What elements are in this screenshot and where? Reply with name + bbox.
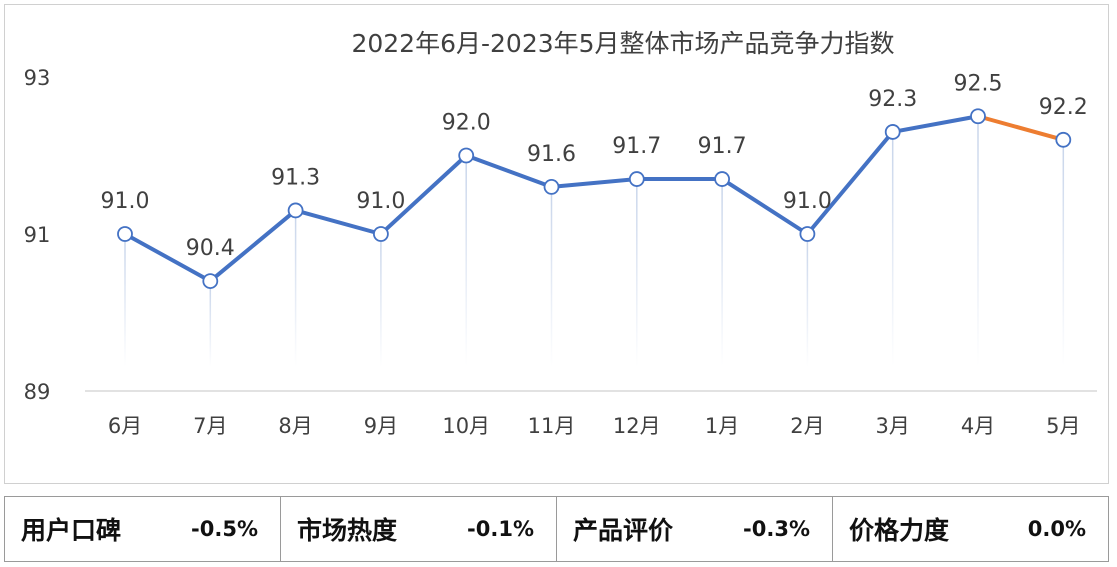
- series-segment: [293, 208, 383, 236]
- data-label: 91.6: [527, 142, 576, 167]
- summary-cell-product-review: 产品评价 -0.3%: [557, 497, 833, 561]
- data-point: [458, 147, 475, 164]
- data-label: 91.3: [271, 165, 320, 190]
- drop-line: [806, 234, 809, 367]
- data-label: 92.0: [442, 111, 491, 136]
- data-label: 92.5: [954, 71, 1003, 96]
- chart-frame: 2022年6月-2023年5月整体市场产品竞争力指数 89 91 93 91.0 90…: [4, 4, 1109, 484]
- series-segment-highlight: [976, 114, 1066, 142]
- data-label: 92.3: [868, 87, 917, 112]
- summary-cell-user-reputation: 用户口碑 -0.5%: [5, 497, 281, 561]
- metric-value: -0.1%: [467, 517, 534, 541]
- data-point: [1055, 131, 1072, 148]
- data-label: 91.0: [356, 189, 405, 214]
- x-tick-label: 12月: [613, 414, 661, 438]
- data-label: 91.0: [783, 189, 832, 214]
- drop-line: [550, 186, 553, 367]
- x-tick-label: 9月: [364, 414, 398, 438]
- drop-line: [294, 210, 297, 367]
- drop-line: [209, 281, 212, 367]
- drop-line: [1062, 139, 1065, 367]
- drop-line: [465, 155, 467, 367]
- x-tick-label: 5月: [1046, 414, 1080, 438]
- y-tick-label: 91: [24, 223, 51, 247]
- data-label: 91.7: [698, 134, 747, 159]
- drop-line: [977, 116, 979, 367]
- series-segment: [208, 208, 298, 284]
- line-chart: 2022年6月-2023年5月整体市场产品竞争力指数 89 91 93 91.0 90…: [24, 29, 1097, 438]
- x-tick-label: 6月: [108, 414, 142, 438]
- x-tick-label: 8月: [278, 414, 312, 438]
- x-tick-label: 7月: [193, 414, 227, 438]
- data-point: [543, 178, 560, 195]
- y-tick-label: 93: [24, 66, 51, 90]
- metric-value: -0.3%: [743, 517, 810, 541]
- data-point: [117, 226, 133, 242]
- x-tick-label: 2月: [790, 414, 824, 438]
- metric-value: -0.5%: [191, 517, 258, 541]
- data-point: [970, 108, 986, 125]
- summary-cell-price-strength: 价格力度 0.0%: [833, 497, 1108, 561]
- data-label: 91.7: [612, 134, 661, 159]
- x-tick-label: 10月: [442, 414, 490, 438]
- drop-line: [124, 234, 126, 367]
- x-tick-label: 3月: [876, 414, 910, 438]
- metric-name: 用户口碑: [21, 516, 122, 545]
- data-point: [202, 273, 219, 290]
- metric-name: 市场热度: [297, 516, 398, 545]
- metric-value: 0.0%: [1027, 517, 1086, 541]
- series-segment: [720, 177, 810, 236]
- data-point: [372, 226, 389, 242]
- drop-line: [636, 179, 638, 367]
- drop-line: [721, 179, 723, 367]
- series-segment: [890, 114, 980, 134]
- data-point: [628, 171, 645, 187]
- data-label: 91.0: [101, 189, 150, 214]
- x-tick-label: 4月: [961, 414, 995, 438]
- series-segment: [123, 232, 213, 284]
- data-point: [799, 226, 816, 242]
- drop-line: [891, 131, 894, 367]
- series-segment: [805, 129, 895, 236]
- data-point: [287, 202, 304, 219]
- chart-title: 2022年6月-2023年5月整体市场产品竞争力指数: [351, 29, 894, 58]
- drop-line: [380, 234, 382, 367]
- metric-name: 价格力度: [849, 516, 950, 545]
- x-tick-label: 11月: [528, 414, 576, 438]
- summary-bar: 用户口碑 -0.5% 市场热度 -0.1% 产品评价 -0.3% 价格力度 0.…: [4, 496, 1109, 562]
- data-point: [884, 124, 901, 140]
- data-label: 92.2: [1039, 95, 1088, 120]
- metric-name: 产品评价: [573, 516, 674, 545]
- y-tick-label: 89: [24, 380, 51, 404]
- series-segment: [378, 153, 469, 236]
- series-segment: [549, 177, 639, 189]
- data-point: [714, 171, 730, 187]
- summary-cell-market-heat: 市场热度 -0.1%: [281, 497, 557, 561]
- series-segment: [464, 153, 554, 189]
- x-tick-label: 1月: [705, 414, 739, 438]
- data-label: 90.4: [186, 236, 235, 261]
